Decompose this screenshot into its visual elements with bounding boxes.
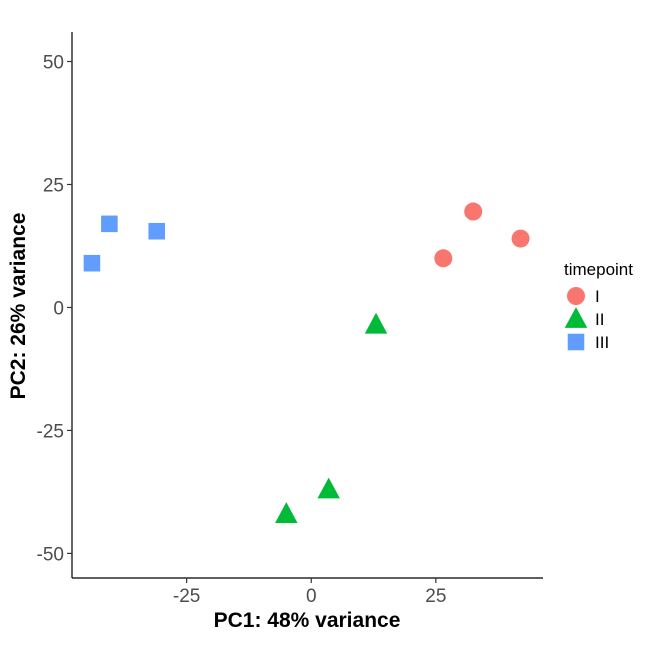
data-point-III <box>148 222 166 240</box>
data-point-II <box>364 312 388 334</box>
legend-label-III: III <box>595 333 609 352</box>
legend-key-II <box>564 307 588 328</box>
x-tick-label: -25 <box>173 586 200 607</box>
legend-key-I <box>567 287 585 305</box>
y-tick-label: 50 <box>43 53 64 74</box>
data-point-II <box>317 477 340 499</box>
y-tick-label: -25 <box>37 421 64 442</box>
y-tick-label: 25 <box>43 175 64 196</box>
data-point-I <box>464 202 483 221</box>
legend-label-I: I <box>595 287 600 306</box>
data-points <box>83 202 530 523</box>
data-point-III <box>83 254 101 272</box>
y-tick-label: 0 <box>53 298 64 319</box>
y-tick-label: -50 <box>37 544 64 565</box>
data-point-III <box>101 215 118 233</box>
legend-key-III <box>567 333 585 351</box>
data-point-I <box>511 229 530 248</box>
x-axis-ticks: -25 0 25 <box>173 578 446 607</box>
y-axis-ticks: -50 -25 0 25 50 <box>37 53 72 565</box>
data-point-II <box>275 502 298 523</box>
legend-title: timepoint <box>564 260 633 279</box>
legend-label-II: II <box>595 310 604 329</box>
x-axis-title: PC1: 48% variance <box>214 609 401 632</box>
data-point-I <box>434 249 453 268</box>
x-tick-label: 25 <box>425 586 446 607</box>
plot-panel: -25 0 25 -50 -25 0 25 50 <box>37 32 543 607</box>
y-axis-title: PC2: 26% variance <box>7 213 30 400</box>
x-tick-label: 0 <box>306 586 317 607</box>
